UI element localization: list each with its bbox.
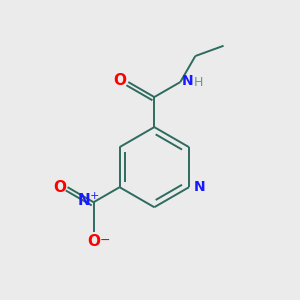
Text: O: O [87,234,100,249]
Text: N: N [78,193,91,208]
Text: H: H [194,76,203,89]
Text: O: O [113,73,126,88]
Text: N: N [182,74,194,88]
Text: +: + [90,191,99,201]
Text: O: O [53,180,66,195]
Text: −: − [100,234,110,247]
Text: N: N [194,180,206,194]
